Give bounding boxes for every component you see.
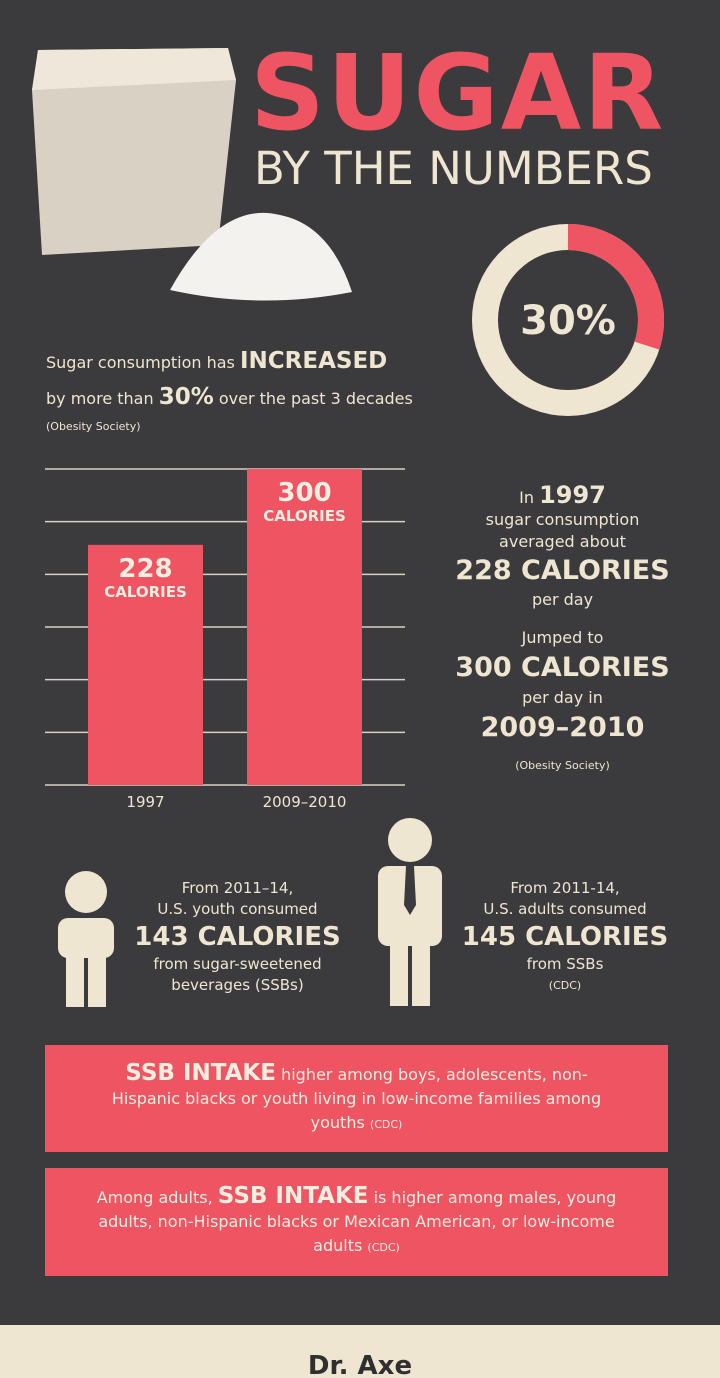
amount: 300 CALORIES [455,652,670,683]
emphasis: SSB INTAKE [125,1059,276,1086]
amount: 143 CALORIES [134,922,341,952]
text: higher among boys, adolescents, non-Hisp… [111,1064,602,1132]
text: from SSBs [526,955,604,973]
source: (CDC) [367,1241,400,1254]
source: (Obesity Society) [515,759,610,772]
donut-segment [567,224,664,350]
title: SUGAR [250,32,666,154]
text: In [519,488,534,507]
sugar-pile [170,212,352,301]
amount: 228 CALORIES [455,555,670,586]
x-tick-label: 1997 [126,793,164,811]
info-box: SSB INTAKE higher among boys, adolescent… [45,1045,668,1152]
youth-text: From 2011–14, U.S. youth consumed 143 CA… [120,878,355,996]
trend-text: In 1997 sugar consumption averaged about… [430,481,695,777]
emphasis: INCREASED [239,348,388,374]
text: is higher among males, young adults, non… [98,1188,617,1255]
source: (Obesity Society) [46,420,141,433]
child-icon [58,871,114,1007]
emphasis: 30% [158,384,214,410]
emphasis: SSB INTAKE [217,1183,369,1209]
amount: 2009–2010 [480,712,645,743]
text: Sugar consumption has [46,353,235,372]
text: Jumped to [521,628,604,647]
bar-value: 228 [118,554,172,584]
bar [247,469,362,785]
subtitle: BY THE NUMBERS [254,142,653,195]
year: 1997 [539,481,606,509]
bar [88,544,203,785]
text: U.S. adults consumed [483,900,647,918]
text: From 2011–14, [181,879,294,897]
text: per day [531,590,594,609]
text: sugar consumption [485,510,640,529]
sugar-bag [32,48,236,255]
text: per day in [522,688,603,707]
text: Among adults, [96,1188,213,1207]
text: over the past 3 decades [218,389,413,408]
adults-text: From 2011-14, U.S. adults consumed 145 C… [450,878,680,996]
source: (CDC) [548,979,582,992]
bar-unit: CALORIES [263,507,346,525]
donut-label: 30% [520,298,616,344]
text: beverages (SSBs) [171,976,304,994]
footer-brand: Dr. Axe [308,1351,412,1378]
increase-text: Sugar consumption has INCREASED by more … [46,344,466,416]
sugar-bag-top [32,48,236,90]
bar-value: 300 [277,478,331,508]
info-box: Among adults, SSB INTAKE is higher among… [45,1168,668,1276]
footer-band [0,1325,720,1378]
text: by more than [46,389,154,408]
bar-unit: CALORIES [104,583,187,601]
source: (CDC) [369,1117,403,1131]
man-icon [378,818,442,1006]
text: From 2011-14, [510,879,620,897]
text: U.S. youth consumed [157,900,318,918]
x-tick-label: 2009–2010 [263,793,347,811]
amount: 145 CALORIES [461,922,669,952]
text: from sugar-sweetened [153,955,322,973]
text: averaged about [499,532,626,551]
